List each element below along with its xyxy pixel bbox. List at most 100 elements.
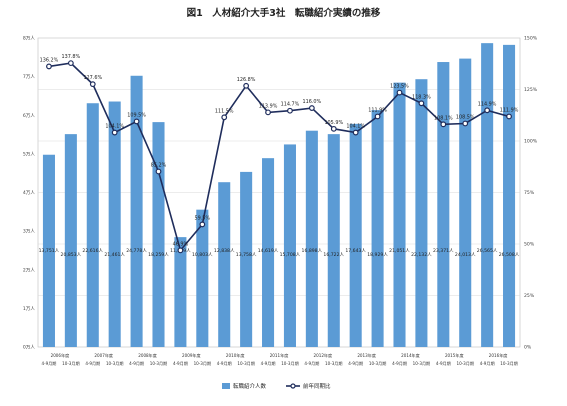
bar-data-label: 12,838人 — [214, 248, 235, 254]
category-period-label: 4-9月期 — [42, 360, 57, 366]
line-marker — [111, 129, 118, 136]
category-year-label: 2008年度 — [138, 352, 157, 358]
line-data-label: 108.1% — [434, 115, 453, 121]
left-axis-tick-label: 8万人 — [23, 36, 36, 42]
bar-data-label: 24,778人 — [126, 248, 147, 254]
bar — [262, 158, 275, 347]
left-axis-tick-label: 4万人 — [23, 190, 36, 196]
bar-data-label: 22,616人 — [82, 248, 103, 254]
bar — [393, 82, 406, 347]
bar-data-label: 15,708人 — [280, 252, 301, 258]
bar-data-label: 17,643人 — [345, 248, 366, 254]
line-marker — [221, 114, 228, 121]
bar-data-label: 20,853人 — [61, 252, 82, 258]
bar — [42, 154, 55, 347]
right-axis-tick-label: 100% — [524, 139, 538, 145]
bar — [218, 182, 231, 347]
category-period-label: 4-9月期 — [85, 360, 100, 366]
bar — [481, 43, 494, 348]
category-period-label: 4-9月期 — [392, 360, 407, 366]
line-marker — [89, 81, 96, 88]
category-period-label: 4-9月期 — [348, 360, 363, 366]
left-axis-tick-label: 1万人 — [23, 306, 36, 312]
bar-data-label: 18,929人 — [367, 252, 388, 258]
category-period-label: 4-9月期 — [261, 360, 276, 366]
category-period-label: 10-3月期 — [62, 360, 79, 366]
bar-data-label: 23,371人 — [433, 248, 454, 254]
line-data-label: 116.0% — [303, 99, 322, 105]
bar — [503, 44, 516, 347]
bar-data-label: 14,619人 — [258, 248, 279, 254]
left-axis-tick-label: 3万人 — [23, 229, 36, 235]
category-period-label: 10-3月期 — [106, 360, 123, 366]
legend-line-marker — [290, 383, 296, 389]
bar-data-label: 21,461人 — [104, 252, 125, 258]
category-year-label: 2010年度 — [226, 352, 245, 358]
line-marker — [418, 100, 425, 107]
bar-data-label: 18,259人 — [148, 252, 169, 258]
line-data-label: 111.9% — [500, 107, 519, 113]
line-marker — [243, 82, 250, 89]
category-period-label: 10-3月期 — [500, 360, 517, 366]
bar-data-label: 22,132人 — [411, 252, 432, 258]
bar — [415, 79, 428, 347]
line-data-label: 136.2% — [40, 57, 59, 63]
line-data-label: 137.8% — [62, 54, 81, 60]
line-marker — [308, 105, 315, 111]
line-data-label: 127.6% — [83, 75, 102, 81]
category-year-label: 2015年度 — [445, 352, 464, 358]
right-axis-tick-label: 75% — [524, 190, 535, 196]
category-year-label: 2011年度 — [270, 352, 289, 358]
chart-title: 図1 人材紹介大手3社 転職紹介実績の推移 — [186, 8, 381, 19]
right-axis-tick-label: 25% — [524, 293, 535, 299]
category-period-label: 4-9月期 — [304, 360, 319, 366]
left-axis-tick-label: 7万人 — [23, 74, 36, 80]
category-period-label: 4-9月期 — [217, 360, 232, 366]
category-period-label: 4-9月期 — [436, 360, 451, 366]
bar — [108, 101, 121, 348]
bar-data-label: 13,758人 — [236, 252, 257, 258]
bar-data-label: 10,803人 — [192, 252, 213, 258]
bar-data-label: 16,898人 — [302, 248, 323, 254]
category-year-label: 2007年度 — [94, 352, 113, 358]
bar — [371, 110, 384, 347]
category-period-label: 4-9月期 — [129, 360, 144, 366]
right-axis-tick-label: 50% — [524, 242, 535, 248]
bar-data-label: 26,565人 — [477, 248, 498, 254]
category-period-label: 4-9月期 — [480, 360, 495, 366]
line-marker — [330, 125, 337, 132]
category-period-label: 4-9月期 — [173, 360, 188, 366]
line-data-label: 126.8% — [237, 77, 256, 83]
bar — [130, 75, 143, 348]
category-year-label: 2012年度 — [314, 352, 333, 358]
line-data-label: 114.9% — [478, 101, 497, 107]
right-axis-tick-label: 0% — [524, 345, 532, 351]
category-period-label: 10-3月期 — [281, 360, 298, 366]
line-data-label: 85.2% — [151, 162, 167, 168]
line-data-label: 111.9% — [368, 107, 387, 113]
bar — [174, 237, 187, 347]
line-data-label: 108.5% — [456, 114, 475, 120]
bar — [327, 134, 340, 347]
line-marker — [352, 129, 359, 136]
legend-bar-label: 転職紹介人数 — [233, 382, 267, 390]
right-axis-tick-label: 150% — [524, 36, 538, 42]
line-marker — [155, 168, 162, 175]
category-period-label: 10-3月期 — [194, 360, 211, 366]
left-axis-tick-label: 2万人 — [23, 267, 36, 273]
category-year-label: 2014年度 — [401, 352, 420, 358]
line-data-label: 113.9% — [259, 103, 278, 109]
line-marker — [265, 109, 271, 116]
bar — [240, 171, 253, 347]
line-marker — [396, 89, 403, 96]
line-marker — [67, 60, 74, 67]
line-series — [48, 62, 510, 253]
line-marker — [484, 107, 491, 114]
line-data-label: 105.9% — [324, 120, 343, 126]
right-axis-tick-label: 125% — [524, 87, 538, 93]
bar — [86, 103, 99, 347]
bar-data-label: 16,722人 — [323, 252, 344, 258]
line-data-label: 118.3% — [412, 94, 431, 100]
line-marker — [133, 118, 140, 125]
category-period-label: 10-3月期 — [413, 360, 430, 366]
